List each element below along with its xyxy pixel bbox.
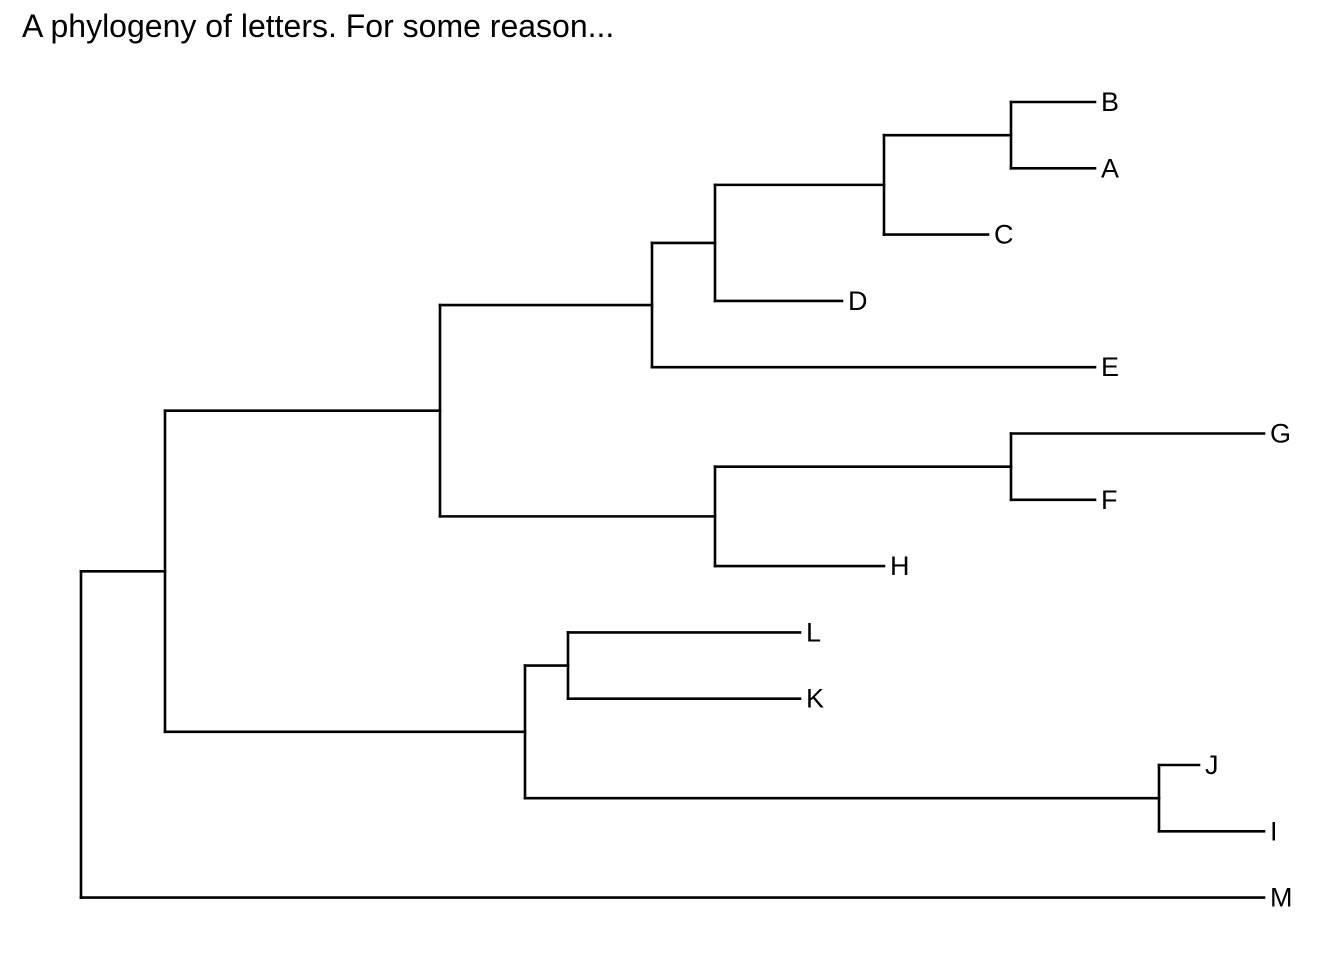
tip-label-K: K <box>806 684 824 714</box>
figure-title: A phylogeny of letters. For some reason.… <box>22 8 615 44</box>
tip-label-H: H <box>890 551 910 581</box>
tip-label-F: F <box>1101 485 1118 515</box>
tip-label-C: C <box>994 220 1014 250</box>
tip-label-D: D <box>848 286 868 316</box>
tip-label-B: B <box>1101 87 1119 117</box>
tip-label-A: A <box>1101 153 1119 183</box>
tip-label-G: G <box>1270 419 1291 449</box>
tip-label-J: J <box>1205 750 1219 780</box>
tip-label-M: M <box>1270 883 1293 913</box>
tip-label-L: L <box>806 617 821 647</box>
tip-label-I: I <box>1270 816 1278 846</box>
tip-label-E: E <box>1101 352 1119 382</box>
